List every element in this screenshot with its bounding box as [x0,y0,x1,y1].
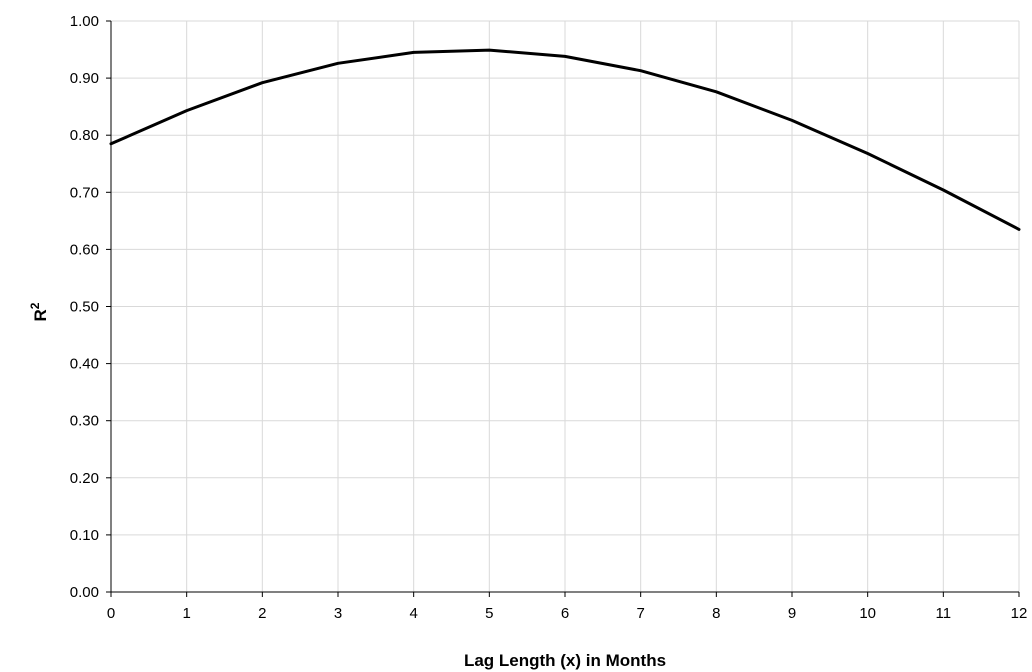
gridlines [110,20,1020,593]
y-tick-label: 0.00 [70,584,99,601]
y-tick-label: 0.70 [70,184,99,201]
y-tick-label: 0.90 [70,70,99,87]
y-axis-ticks: 0.00 0.10 0.20 0.30 0.40 0.50 0.60 0.70 0.80 0.90… [70,13,111,601]
x-tick-label: 11 [936,605,952,622]
x-tick-label: 7 [636,605,644,622]
y-axis-title: R2 [28,302,50,321]
y-tick-label: 0.80 [70,127,99,144]
y-tick-label: 0.60 [70,241,99,258]
series-group [109,48,1021,231]
y-axis-title-superscript: 2 [28,302,42,309]
x-tick-label: 9 [788,605,796,622]
x-tick-label: 6 [561,605,569,622]
x-tick-label: 0 [107,605,115,622]
x-tick-label: 10 [859,605,876,622]
series-line [109,48,1021,231]
y-tick-label: 0.40 [70,356,99,373]
x-tick-label: 2 [258,605,266,622]
x-tick-label: 4 [409,605,417,622]
x-tick-label: 1 [182,605,190,622]
y-tick-label: 0.20 [70,470,99,487]
y-tick-label: 0.50 [70,299,99,316]
y-tick-label: 0.10 [70,527,99,544]
x-axis-ticks: 0 1 2 3 4 5 6 7 8 9 10 11 12 [107,592,1028,622]
y-axis-title-base: R [31,309,50,321]
x-tick-label: 12 [1011,605,1028,622]
x-tick-label: 8 [712,605,720,622]
x-tick-label: 3 [334,605,342,622]
y-tick-label: 1.00 [70,13,99,30]
y-tick-label: 0.30 [70,413,99,430]
x-tick-label: 5 [485,605,493,622]
x-axis-title: Lag Length (x) in Months [464,651,666,670]
